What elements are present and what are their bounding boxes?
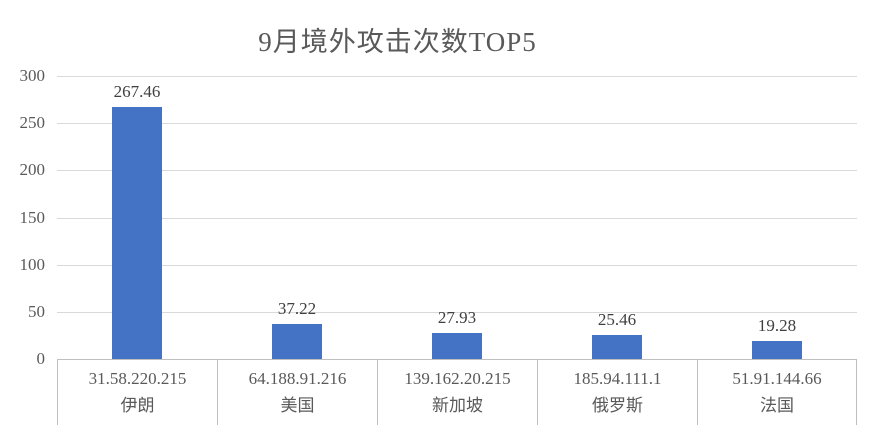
- gridline-200: [57, 170, 857, 172]
- category-ip-label: 51.91.144.66: [732, 368, 822, 388]
- bar-法国: [752, 340, 802, 359]
- y-axis: 0 50 100 150 200 250 300: [0, 66, 46, 368]
- category-country-label: 伊朗: [120, 396, 155, 416]
- y-tick-label-200: 200: [19, 160, 46, 180]
- bar-新加坡: [432, 332, 482, 359]
- category-country-label: 法国: [760, 396, 794, 416]
- gridline-150: [57, 217, 857, 219]
- bar-俄罗斯: [592, 334, 642, 359]
- category-country-label: 新加坡: [432, 396, 483, 416]
- data-label-法国: 19.28: [757, 315, 797, 335]
- category-country-label: 美国: [280, 396, 315, 416]
- bar-美国: [272, 323, 322, 359]
- gridline-250: [57, 123, 857, 125]
- y-tick-label-100: 100: [19, 254, 46, 274]
- category-country-label: 俄罗斯: [592, 396, 643, 416]
- category-cell-俄罗斯: 185.94.111.1 俄罗斯: [537, 359, 697, 425]
- chart-title: 9月境外攻击次数TOP5: [258, 27, 537, 57]
- data-label-新加坡: 27.93: [437, 307, 477, 327]
- x-axis: 31.58.220.215 伊朗 64.188.91.216 美国 139.162.20…: [57, 359, 857, 425]
- y-tick-label-50: 50: [28, 301, 45, 321]
- category-ip-label: 139.162.20.215: [404, 368, 511, 388]
- category-ip-label: 64.188.91.216: [248, 368, 347, 388]
- gridline-300: [57, 76, 857, 77]
- y-tick-label-150: 150: [19, 207, 46, 227]
- category-cell-新加坡: 139.162.20.215 新加坡: [377, 359, 537, 425]
- category-cell-法国: 51.91.144.66 法国: [697, 359, 857, 425]
- plot-area: 267.46 37.22 27.93 25.46 19.28: [57, 76, 857, 360]
- gridline-100: [57, 264, 857, 266]
- data-label-美国: 37.22: [277, 298, 317, 318]
- gridline-50: [57, 311, 857, 313]
- y-tick-label-300: 300: [19, 66, 46, 85]
- x-axis-line: [57, 359, 857, 360]
- category-cell-美国: 64.188.91.216 美国: [217, 359, 377, 425]
- category-ip-label: 31.58.220.215: [88, 368, 187, 388]
- category-cell-伊朗: 31.58.220.215 伊朗: [57, 359, 217, 425]
- data-label-俄罗斯: 25.46: [597, 309, 637, 329]
- data-label-伊朗: 267.46: [113, 81, 161, 101]
- y-tick-label-250: 250: [19, 113, 46, 133]
- bar-伊朗: [112, 106, 162, 359]
- y-tick-label-0: 0: [36, 349, 46, 368]
- category-ip-label: 185.94.111.1: [573, 368, 662, 388]
